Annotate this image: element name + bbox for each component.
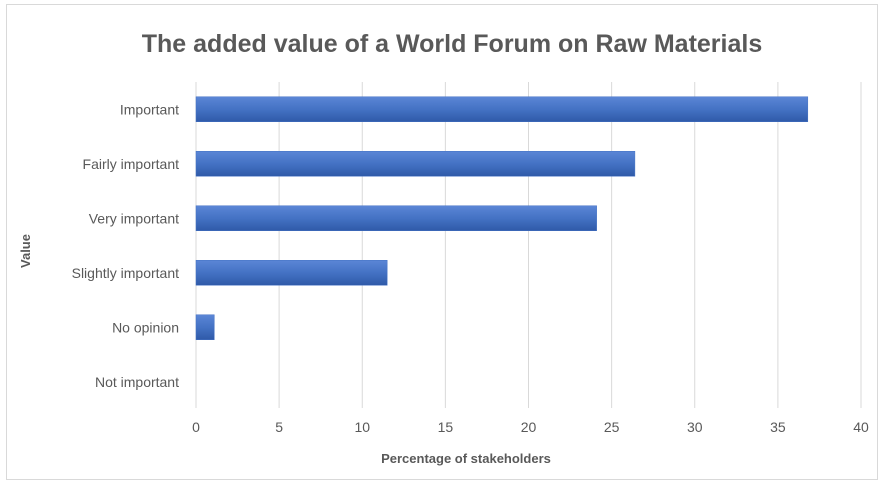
bar bbox=[195, 96, 809, 122]
x-tick-label: 40 bbox=[853, 419, 869, 435]
x-axis-title: Percentage of stakeholders bbox=[381, 451, 551, 466]
x-tick-labels: 0 5 10 15 20 25 30 35 40 bbox=[192, 419, 869, 435]
x-tick-label: 0 bbox=[192, 419, 200, 435]
bar bbox=[195, 151, 636, 177]
x-tick-label: 15 bbox=[438, 419, 454, 435]
x-tick-label: 30 bbox=[687, 419, 703, 435]
x-tick-label: 10 bbox=[354, 419, 370, 435]
category-label: Very important bbox=[89, 210, 179, 226]
chart-frame bbox=[6, 4, 878, 480]
x-tick-label: 20 bbox=[521, 419, 537, 435]
bars bbox=[195, 96, 809, 340]
category-label: No opinion bbox=[112, 319, 179, 335]
category-labels: Important Fairly important Very important S… bbox=[72, 101, 180, 390]
x-tick-label: 5 bbox=[275, 419, 283, 435]
gridlines bbox=[195, 82, 862, 408]
category-label: Not important bbox=[95, 374, 179, 390]
bar bbox=[195, 205, 597, 231]
category-label: Slightly important bbox=[72, 265, 179, 281]
y-axis-title: Value bbox=[18, 234, 33, 268]
x-tick-label: 35 bbox=[770, 419, 786, 435]
bar bbox=[195, 260, 388, 286]
chart-title: The added value of a World Forum on Raw … bbox=[142, 30, 762, 58]
category-label: Fairly important bbox=[83, 156, 180, 172]
bar bbox=[195, 314, 215, 340]
category-label: Important bbox=[120, 101, 179, 117]
x-tick-label: 25 bbox=[604, 419, 620, 435]
